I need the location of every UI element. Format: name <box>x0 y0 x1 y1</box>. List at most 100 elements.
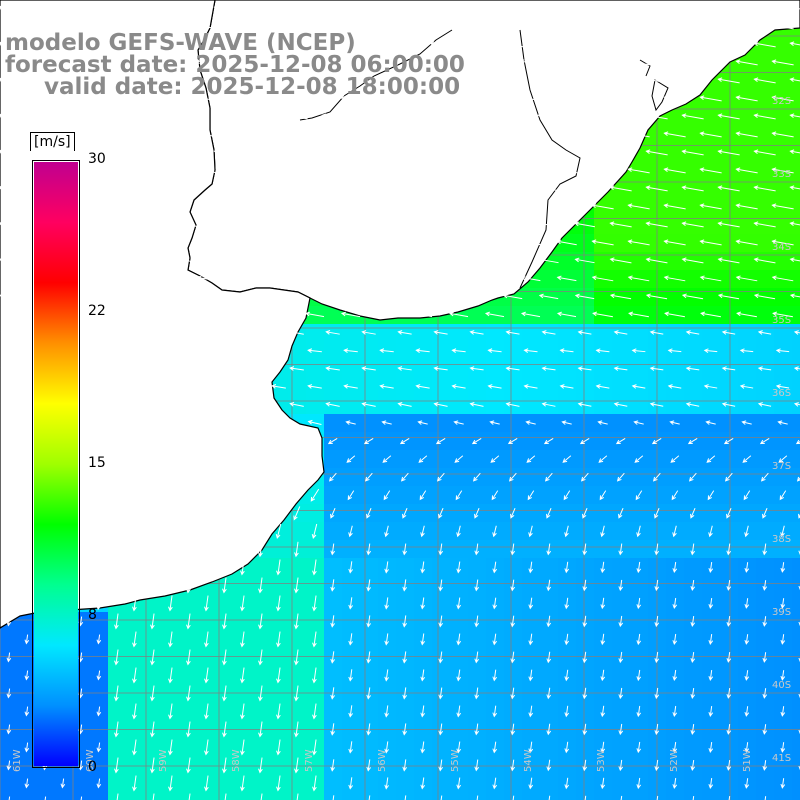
wind-arrow <box>152 793 155 800</box>
wind-arrow <box>454 455 464 463</box>
wind-cell <box>288 576 307 595</box>
wind-cell <box>234 792 253 800</box>
wind-arrow <box>564 741 570 754</box>
wind-arrow <box>24 778 30 789</box>
wind-arrow <box>144 366 161 371</box>
wind-arrow <box>685 366 700 371</box>
wind-arrow <box>402 579 408 592</box>
wind-cell <box>522 576 541 595</box>
wind-arrow <box>6 616 12 627</box>
wind-cell <box>630 684 649 703</box>
wind-cell <box>756 630 775 649</box>
wind-arrow <box>771 167 794 174</box>
wind-cell <box>774 180 793 199</box>
wind-cell <box>180 756 199 775</box>
wind-cell <box>486 486 505 505</box>
wind-cell <box>72 774 91 793</box>
wind-arrow <box>577 402 592 407</box>
wind-arrow <box>312 775 317 792</box>
wind-arrow <box>293 506 301 521</box>
wind-arrow <box>276 559 281 576</box>
wind-arrow <box>474 615 480 628</box>
wind-cell <box>684 234 703 253</box>
wind-arrow <box>651 438 662 445</box>
wind-cell <box>324 306 343 325</box>
wind-cell <box>126 756 145 775</box>
wind-arrow <box>537 41 560 48</box>
wind-cell <box>540 432 559 451</box>
wind-cell <box>612 756 631 775</box>
wind-cell <box>144 702 163 721</box>
wind-arrow <box>779 490 787 501</box>
wind-cell <box>378 738 397 757</box>
wind-arrow <box>636 777 642 790</box>
wind-cell <box>756 306 775 325</box>
wind-cell <box>486 756 505 775</box>
wind-cell <box>774 432 793 451</box>
wind-arrow <box>267 59 290 66</box>
wind-arrow <box>330 507 336 519</box>
wind-arrow <box>375 131 398 138</box>
wind-arrow <box>438 579 444 592</box>
wind-arrow <box>402 687 408 700</box>
wind-cell <box>288 738 307 757</box>
wind-arrow <box>471 438 482 445</box>
wind-arrow <box>150 577 155 594</box>
wind-cell <box>306 504 325 523</box>
wind-arrow <box>303 23 326 30</box>
wind-arrow <box>663 131 686 138</box>
wind-cell <box>756 594 775 613</box>
wind-cell <box>648 684 667 703</box>
wind-arrow <box>690 687 696 699</box>
wind-cell <box>666 288 685 307</box>
wind-arrow <box>400 472 409 482</box>
wind-arrow <box>24 560 29 575</box>
wind-cell <box>702 432 721 451</box>
wind-arrow <box>393 149 416 156</box>
wind-arrow <box>303 59 326 66</box>
wind-cell <box>756 738 775 757</box>
wind-cell <box>594 666 613 685</box>
wind-arrow <box>708 562 714 573</box>
wind-arrow <box>465 149 488 156</box>
wind-arrow <box>276 631 281 648</box>
colorbar <box>32 160 80 768</box>
wind-arrow <box>358 221 379 228</box>
wind-cell <box>324 450 343 469</box>
lat-label: 39S <box>772 607 791 618</box>
wind-arrow <box>294 613 299 630</box>
wind-cell <box>270 702 289 721</box>
wind-arrow <box>420 525 425 538</box>
wind-arrow <box>186 541 191 558</box>
wind-cell <box>594 252 613 271</box>
wind-arrow <box>3 471 14 483</box>
wind-arrow <box>717 293 740 300</box>
wind-cell <box>450 558 469 577</box>
wind-cell <box>414 558 433 577</box>
wind-cell <box>162 630 181 649</box>
wind-arrow <box>95 523 102 539</box>
wind-cell <box>738 648 757 667</box>
wind-arrow <box>402 723 408 736</box>
wind-cell <box>288 378 307 397</box>
wind-cell <box>468 504 487 523</box>
wind-cell <box>198 666 217 685</box>
wind-cell <box>738 774 757 793</box>
wind-arrow <box>24 634 30 645</box>
wind-cell <box>252 666 271 685</box>
wind-arrow <box>645 293 668 300</box>
wind-cell <box>612 666 631 685</box>
wind-cell <box>180 666 199 685</box>
wind-arrow <box>528 705 534 718</box>
wind-arrow <box>321 77 344 84</box>
wind-cell <box>486 450 505 469</box>
wind-arrow <box>87 95 110 102</box>
wind-cell <box>396 414 415 433</box>
wind-cell <box>792 450 800 469</box>
wind-cell <box>594 486 613 505</box>
wind-cell <box>522 324 541 343</box>
wind-arrow <box>546 651 552 664</box>
wind-arrow <box>379 384 394 389</box>
wind-cell <box>0 738 19 757</box>
wind-arrow <box>546 615 552 628</box>
